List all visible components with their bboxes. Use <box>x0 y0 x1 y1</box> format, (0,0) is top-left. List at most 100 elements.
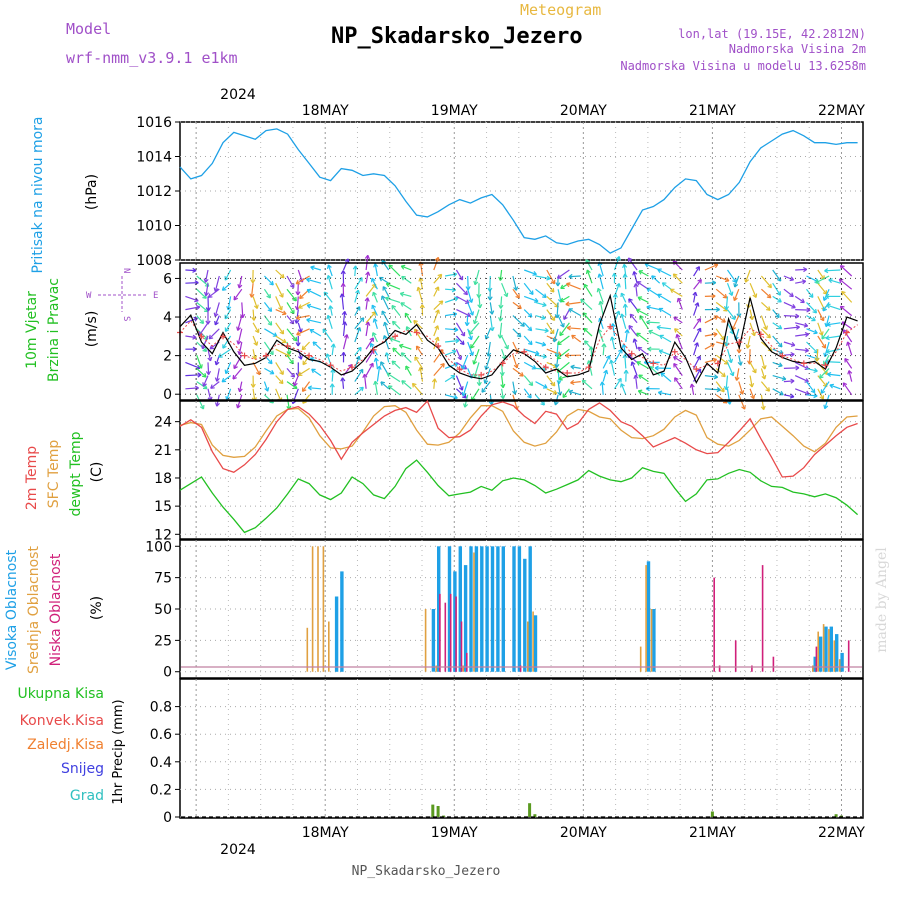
wind-arrow <box>214 275 220 292</box>
wind-arrow <box>386 283 401 290</box>
wind-arrow-head <box>615 283 621 288</box>
wind-arrow-head <box>694 342 700 347</box>
wind-arrow <box>445 339 460 343</box>
day-label-top: 18MAY <box>302 103 349 119</box>
wind-arrow <box>433 309 440 324</box>
precip-bar-total <box>528 803 532 817</box>
wind-arrow <box>806 315 816 322</box>
wind-arrow <box>825 335 841 339</box>
wind-arrow-head <box>369 362 374 368</box>
wind-arrow <box>693 318 701 330</box>
wind-arrow <box>704 375 718 378</box>
wind-arrow-head <box>638 374 643 379</box>
wind-arrow <box>749 362 757 374</box>
wind-arrow-head <box>694 302 700 307</box>
wind-arrow-head <box>236 326 242 331</box>
wind-ylabel-inner: (m/s) <box>84 311 100 348</box>
wind-arrow-head <box>413 319 418 325</box>
wind-arrow-head <box>733 296 738 302</box>
wind-arrow <box>238 275 243 289</box>
wind-arrow <box>826 348 841 353</box>
wind-arrow-head <box>461 391 467 397</box>
wind-arrow <box>693 292 697 303</box>
wind-arrow-head <box>469 311 474 316</box>
wind-arrow-head <box>583 327 588 333</box>
year-top: 2024 <box>220 87 256 103</box>
wind-arrow <box>306 289 322 297</box>
wind-arrow <box>297 283 299 296</box>
wind-arrow-head <box>214 402 220 407</box>
cloud-bar-low <box>519 665 522 672</box>
model-name: wrf-nmm_v3.9.1 e1km <box>66 49 238 67</box>
wind-arrow-head <box>777 324 783 330</box>
wind-arrow <box>275 309 287 315</box>
wind-arrow <box>354 368 364 382</box>
model-elevation-text: Nadmorska Visina u modelu 13.6258m <box>620 59 866 73</box>
wind-arrow <box>201 335 209 349</box>
wind-arrow <box>365 271 369 284</box>
wind-arrow <box>565 301 581 305</box>
wind-arrow-head <box>550 316 556 321</box>
temperature-ticks: 12 15 18 21 24 <box>154 415 180 543</box>
wind-arrow-head <box>549 329 555 335</box>
wind-arrow-head <box>622 263 628 269</box>
wind-arrow <box>512 355 518 369</box>
wind-arrow-head <box>781 375 787 381</box>
wind-arrow <box>354 347 362 356</box>
wind-arrow-head <box>464 321 470 327</box>
wind-arrow-head <box>355 289 360 295</box>
wind-arrow-head <box>720 387 725 393</box>
cloud-ticks: 0 25 50 75 100 <box>145 539 180 681</box>
wind-arrow-head <box>454 327 459 333</box>
compass-west: W <box>86 291 92 301</box>
y-tick-label: 25 <box>154 633 172 649</box>
wind-frame <box>179 262 864 401</box>
wind-arrow-head <box>250 383 256 388</box>
wind-arrow-head <box>279 329 285 335</box>
wind-arrow <box>210 381 220 389</box>
wind-arrow <box>583 327 593 337</box>
wind-arrow-head <box>819 374 824 379</box>
wind-arrow-head <box>279 273 285 279</box>
wind-arrow-head <box>611 272 618 277</box>
cloud-bar-high <box>453 571 457 672</box>
wind-arrow <box>783 275 794 281</box>
wind-arrow <box>286 275 295 288</box>
wind-arrow-head <box>825 348 831 355</box>
cloud-bar-mid <box>833 640 836 672</box>
wind-arrow-head <box>766 306 771 311</box>
cloud-bar-high <box>334 596 339 672</box>
wind-arrow <box>817 269 825 280</box>
wind-arrow-head <box>546 275 551 281</box>
wind-arrow-head <box>267 307 273 313</box>
wind-arrow-head <box>633 374 639 379</box>
pressure-ticks: 1008 1010 1012 1014 1016 <box>136 115 180 269</box>
wind-arrow-head <box>596 287 602 293</box>
wind-arrow-head <box>648 329 653 335</box>
cloud-bar-high <box>523 558 527 672</box>
wind-arrow <box>624 273 627 290</box>
cloud-bar-mid <box>473 552 475 672</box>
wind-arrow-head <box>722 293 728 299</box>
wind-arrow <box>825 315 830 327</box>
wind-arrow <box>715 381 725 393</box>
wind-arrow-head <box>560 323 565 328</box>
wind-arrow-head <box>224 369 230 375</box>
wind-arrow-head <box>826 303 831 309</box>
wind-arrow <box>327 315 333 329</box>
wind-arrow-head <box>372 291 377 297</box>
wind-arrow-head <box>306 317 311 323</box>
wind-arrow <box>817 335 827 349</box>
wind-arrow <box>207 388 212 401</box>
wind-arrow <box>523 309 533 318</box>
wind-arrow <box>749 282 757 298</box>
wind-arrow-head <box>542 353 547 359</box>
wind-arrow <box>820 381 830 394</box>
wind-arrow <box>568 308 581 317</box>
cloud-bar-low <box>439 593 441 672</box>
wind-arrow <box>455 269 464 281</box>
y-tick-label: 2 <box>163 349 172 365</box>
precip-bar-total <box>431 804 435 817</box>
wind-arrow <box>462 381 469 396</box>
wind-arrow <box>208 288 220 298</box>
